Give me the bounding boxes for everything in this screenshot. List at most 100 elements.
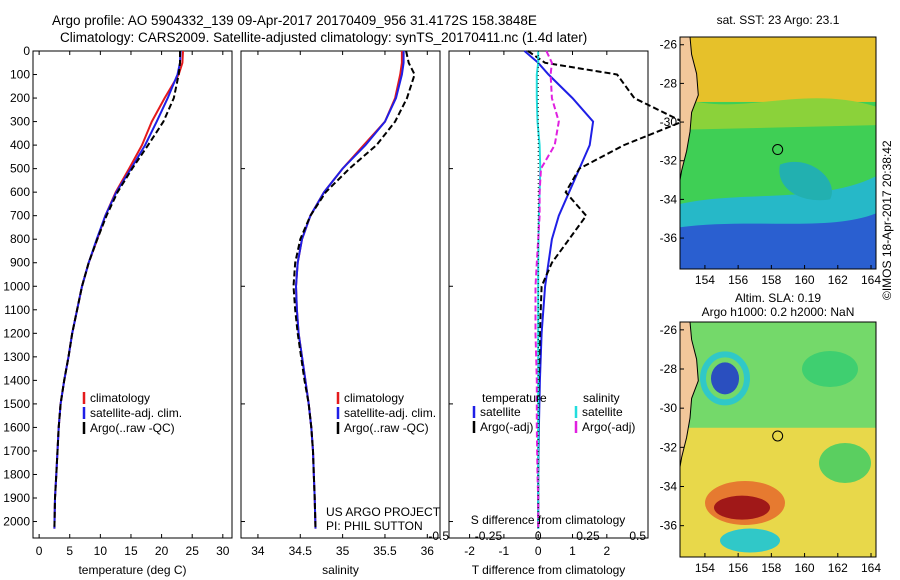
temperature-xlabel: temperature (deg C)	[78, 563, 186, 577]
difference-xtick-label: 1	[569, 544, 576, 558]
sst-map-xtick-label: 160	[795, 273, 815, 287]
sla-map-ytick-label: -34	[660, 480, 678, 494]
temperature-xtick-label: 15	[124, 544, 138, 558]
difference-xtick-label: -1	[499, 544, 510, 558]
pi-annotation: PI: PHIL SUTTON	[326, 519, 423, 533]
difference-x2tick-label: 0.5	[629, 529, 646, 543]
sst-map-xtick-label: 164	[861, 273, 881, 287]
plot-title-line2: Climatology: CARS2009. Satellite-adjuste…	[60, 30, 588, 45]
difference-xtick-label: 0	[535, 544, 542, 558]
legend-entry: satellite-adj. clim.	[90, 406, 182, 420]
salinity-axes-frame	[240, 50, 441, 539]
warm-band	[680, 37, 876, 102]
difference-x2tick-label: -0.25	[475, 529, 503, 543]
sst-map-xtick-label: 158	[761, 273, 781, 287]
temperature-ytick-label: 600	[10, 185, 30, 199]
sla-map-ytick-label: -26	[660, 323, 678, 337]
temperature-ytick-label: 0	[23, 44, 30, 58]
difference-series-cyan	[535, 51, 542, 529]
sla-map-xtick-label: 158	[761, 561, 781, 575]
sla-high-core	[714, 495, 770, 520]
salinity-series-black	[292, 50, 416, 529]
sst-map-xtick-label: 162	[828, 273, 848, 287]
sla-map-xtick-label: 162	[828, 561, 848, 575]
salinity-xtick-label: 34	[251, 544, 265, 558]
sla-map-ytick-label: -28	[660, 362, 678, 376]
transition-band	[680, 97, 876, 130]
sst-map-frame	[679, 36, 877, 270]
legend-entry: satellite	[480, 405, 521, 419]
salinity-series-red	[294, 51, 403, 529]
salinity-xtick-label: 35	[336, 544, 350, 558]
legend-entry: Argo(..raw -QC)	[90, 421, 175, 435]
salinity-xtick-label: 35.5	[373, 544, 397, 558]
land-mass	[680, 37, 699, 269]
sst-map-ytick-label: -26	[660, 38, 678, 52]
project-annotation: US ARGO PROJECT	[326, 505, 441, 519]
difference-series-magenta	[534, 50, 560, 529]
temperature-xtick-label: 0	[36, 544, 43, 558]
temperature-ytick-label: 1700	[3, 444, 30, 458]
temperature-axes-frame	[32, 50, 233, 539]
temperature-xtick-label: 10	[94, 544, 108, 558]
sst-map-title: sat. SST: 23 Argo: 23.1	[717, 13, 840, 27]
salinity-xlabel: salinity	[322, 563, 359, 577]
eddy-patch	[779, 161, 832, 201]
temperature-ytick-label: 200	[10, 91, 30, 105]
sla-map-xtick-label: 164	[861, 561, 881, 575]
sst-map-ytick-label: -36	[660, 231, 678, 245]
temperature-ytick-label: 100	[10, 68, 30, 82]
sla-map-ytick-label: -32	[660, 440, 678, 454]
temperature-xtick-label: 25	[186, 544, 200, 558]
sla-low-core	[711, 362, 739, 395]
sla-map-ytick-label: -36	[660, 519, 678, 533]
temperature-ytick-label: 1100	[4, 303, 30, 317]
legend-entry: satellite-adj. clim.	[344, 406, 436, 420]
sla-map-xtick-label: 154	[695, 561, 715, 575]
legend-heading-salinity: salinity	[583, 391, 620, 405]
sla-map-xtick-label: 160	[795, 561, 815, 575]
temperature-ytick-label: 1600	[3, 420, 30, 434]
legend-heading-temperature: temperature	[482, 391, 547, 405]
temperature-ytick-label: 800	[10, 232, 30, 246]
argo-position-marker	[772, 430, 784, 442]
temperature-ytick-label: 1000	[3, 279, 30, 293]
sla-patch	[802, 351, 858, 387]
sla-low-ring	[700, 351, 750, 406]
temperature-ytick-label: 1300	[3, 350, 30, 364]
difference-xtick-label: 2	[603, 544, 610, 558]
cold-band	[680, 213, 876, 269]
salinity-xtick-label: 36	[421, 544, 435, 558]
difference-x2tick-label: 0	[535, 529, 542, 543]
legend-entry: climatology	[344, 391, 404, 405]
salinity-xtick-label: 34.5	[289, 544, 313, 558]
sst-map-ytick-label: -28	[660, 76, 678, 90]
temperature-ytick-label: 1200	[3, 326, 30, 340]
legend-entry: climatology	[90, 391, 150, 405]
legend-entry: Argo(..raw -QC)	[344, 421, 429, 435]
sst-map-ytick-label: -32	[660, 154, 678, 168]
temperature-ytick-label: 2000	[3, 515, 30, 529]
temperature-series-black	[53, 51, 181, 529]
legend-entry: Argo(-adj)	[480, 420, 533, 434]
temperature-ytick-label: 1500	[3, 397, 30, 411]
salinity-series-blue	[294, 51, 405, 529]
sst-map-field	[680, 37, 876, 269]
sst-map-xtick-label: 154	[695, 273, 715, 287]
difference-axes-frame	[448, 50, 649, 539]
difference-x2label: S difference from climatology	[471, 513, 626, 527]
sla-map-subtitle: Argo h1000: 0.2 h2000: NaN	[702, 305, 855, 319]
sla-patch	[720, 528, 780, 553]
argo-position-marker	[772, 144, 784, 156]
temperature-xtick-label: 30	[216, 544, 230, 558]
sla-map-field	[680, 322, 876, 557]
temperature-ytick-label: 700	[10, 209, 30, 223]
temperature-ytick-label: 500	[10, 162, 30, 176]
sla-patch	[819, 443, 871, 483]
sst-map-xtick-label: 156	[728, 273, 748, 287]
difference-xlabel: T difference from climatology	[472, 563, 626, 577]
temperature-xtick-label: 5	[66, 544, 73, 558]
difference-xtick-label: -2	[464, 544, 475, 558]
sst-map-ytick-label: -30	[660, 115, 678, 129]
temperature-ytick-label: 1900	[3, 491, 30, 505]
